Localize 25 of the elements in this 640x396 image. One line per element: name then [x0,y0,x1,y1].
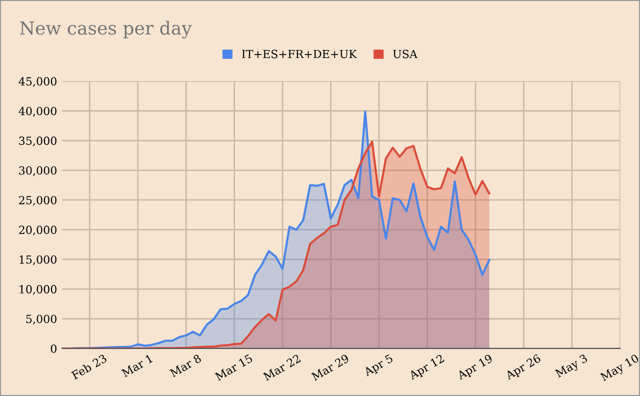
y-tick-label: 25,000 [19,196,56,206]
y-tick-label: 20,000 [19,226,56,236]
x-tick-label: Apr 5 [362,354,394,378]
x-tick-label: Apr 19 [456,354,494,382]
y-tick-label: 0 [50,344,56,353]
x-tick-label: May 10 [600,354,640,384]
y-tick-label: 5,000 [26,314,56,325]
chart-title: New cases per day [20,20,192,39]
x-tick-label: Mar 29 [310,354,350,382]
x-tick-label: Mar 22 [262,354,301,382]
legend-label: USA [393,50,418,58]
x-tick-label: May 3 [554,354,590,380]
x-tick-label: Apr 12 [408,354,446,382]
y-tick-label: 40,000 [18,106,56,117]
x-tick-label: Mar 8 [169,354,202,378]
y-tick-label: 45,000 [18,77,56,87]
y-tick-label: 15,000 [20,255,56,266]
x-tick-label: Mar 15 [214,354,253,382]
x-tick-label: Apr 26 [504,354,542,382]
y-tick-label: 35,000 [19,136,56,146]
legend-label: IT+ES+FR+DE+UK [242,50,358,58]
x-tick-label: Feb 23 [70,354,108,380]
y-tick-label: 30,000 [19,166,56,176]
x-tick-label: Mar 1 [121,354,153,378]
y-tick-label: 10,000 [20,285,56,295]
